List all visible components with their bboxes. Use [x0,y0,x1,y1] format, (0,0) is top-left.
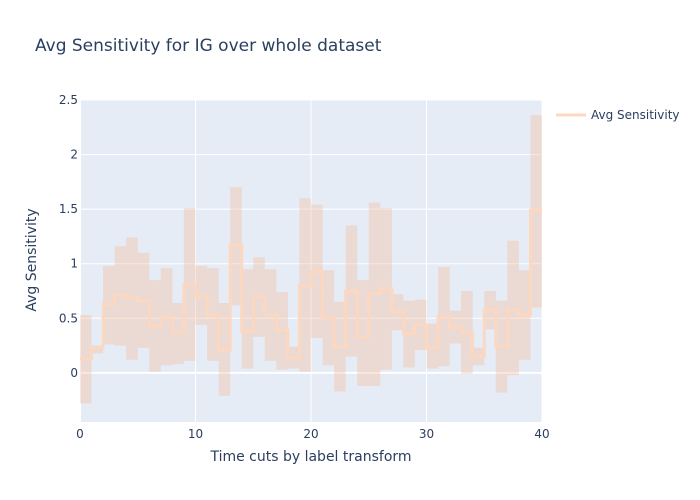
y-tick-label: 0 [70,366,78,380]
x-tick-label: 0 [76,427,84,441]
y-axis-ticks: 0 0.5 1 1.5 2 2.5 [59,93,78,380]
x-tick-label: 10 [188,427,203,441]
y-tick-label: 2 [70,148,78,162]
y-tick-label: 1.5 [59,202,78,216]
y-tick-label: 1 [70,257,78,271]
series-line [80,208,542,361]
y-tick-label: 2.5 [59,93,78,107]
x-axis-title: Time cuts by label transform [209,449,411,465]
y-axis-title: Avg Sensitivity [24,208,40,311]
y-tick-label: 0.5 [59,311,78,325]
legend[interactable]: Avg Sensitivity [556,108,680,122]
series-line-path [80,208,542,361]
grid-lines [79,99,543,422]
x-tick-label: 40 [534,427,549,441]
x-axis-ticks: 0 10 20 30 40 [76,427,549,441]
legend-item-label: Avg Sensitivity [591,108,680,122]
x-tick-label: 30 [419,427,434,441]
chart-title: Avg Sensitivity for IG over whole datase… [35,36,382,56]
x-tick-label: 20 [303,427,318,441]
